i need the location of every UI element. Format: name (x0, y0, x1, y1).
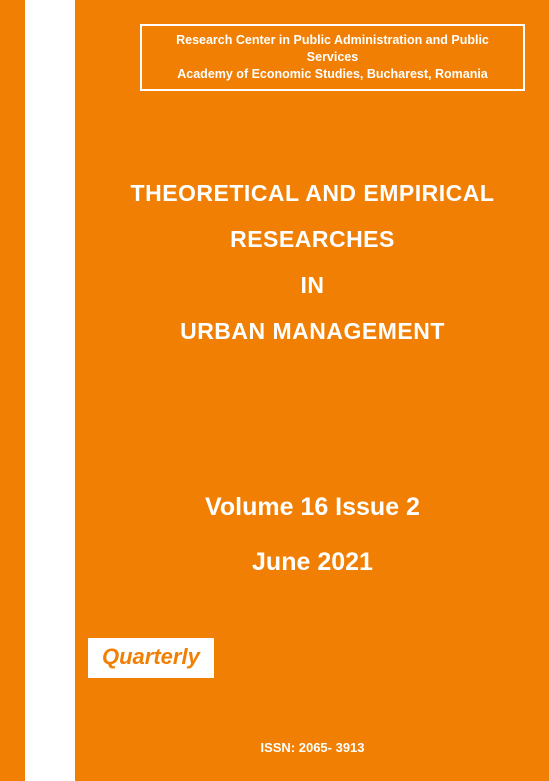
publisher-line-1: Research Center in Public Administration… (150, 32, 515, 66)
title-line-1: THEORETICAL AND EMPIRICAL (100, 170, 525, 216)
title-line-4: URBAN MANAGEMENT (100, 308, 525, 354)
title-line-3: IN (100, 262, 525, 308)
cover-background (0, 0, 549, 781)
volume-issue: Volume 16 Issue 2 (100, 480, 525, 535)
issue-block: Volume 16 Issue 2 June 2021 (100, 480, 525, 590)
title-line-2: RESEARCHES (100, 216, 525, 262)
journal-title: THEORETICAL AND EMPIRICAL RESEARCHES IN … (100, 170, 525, 354)
journal-cover: Theoretical and Empirical Researches in … (0, 0, 549, 781)
issue-date: June 2021 (100, 535, 525, 590)
frequency-badge: Quarterly (86, 636, 216, 680)
spine-strip (22, 0, 78, 781)
publisher-box: Research Center in Public Administration… (140, 24, 525, 91)
publisher-line-2: Academy of Economic Studies, Bucharest, … (150, 66, 515, 83)
issn-label: ISSN: 2065- 3913 (100, 740, 525, 755)
